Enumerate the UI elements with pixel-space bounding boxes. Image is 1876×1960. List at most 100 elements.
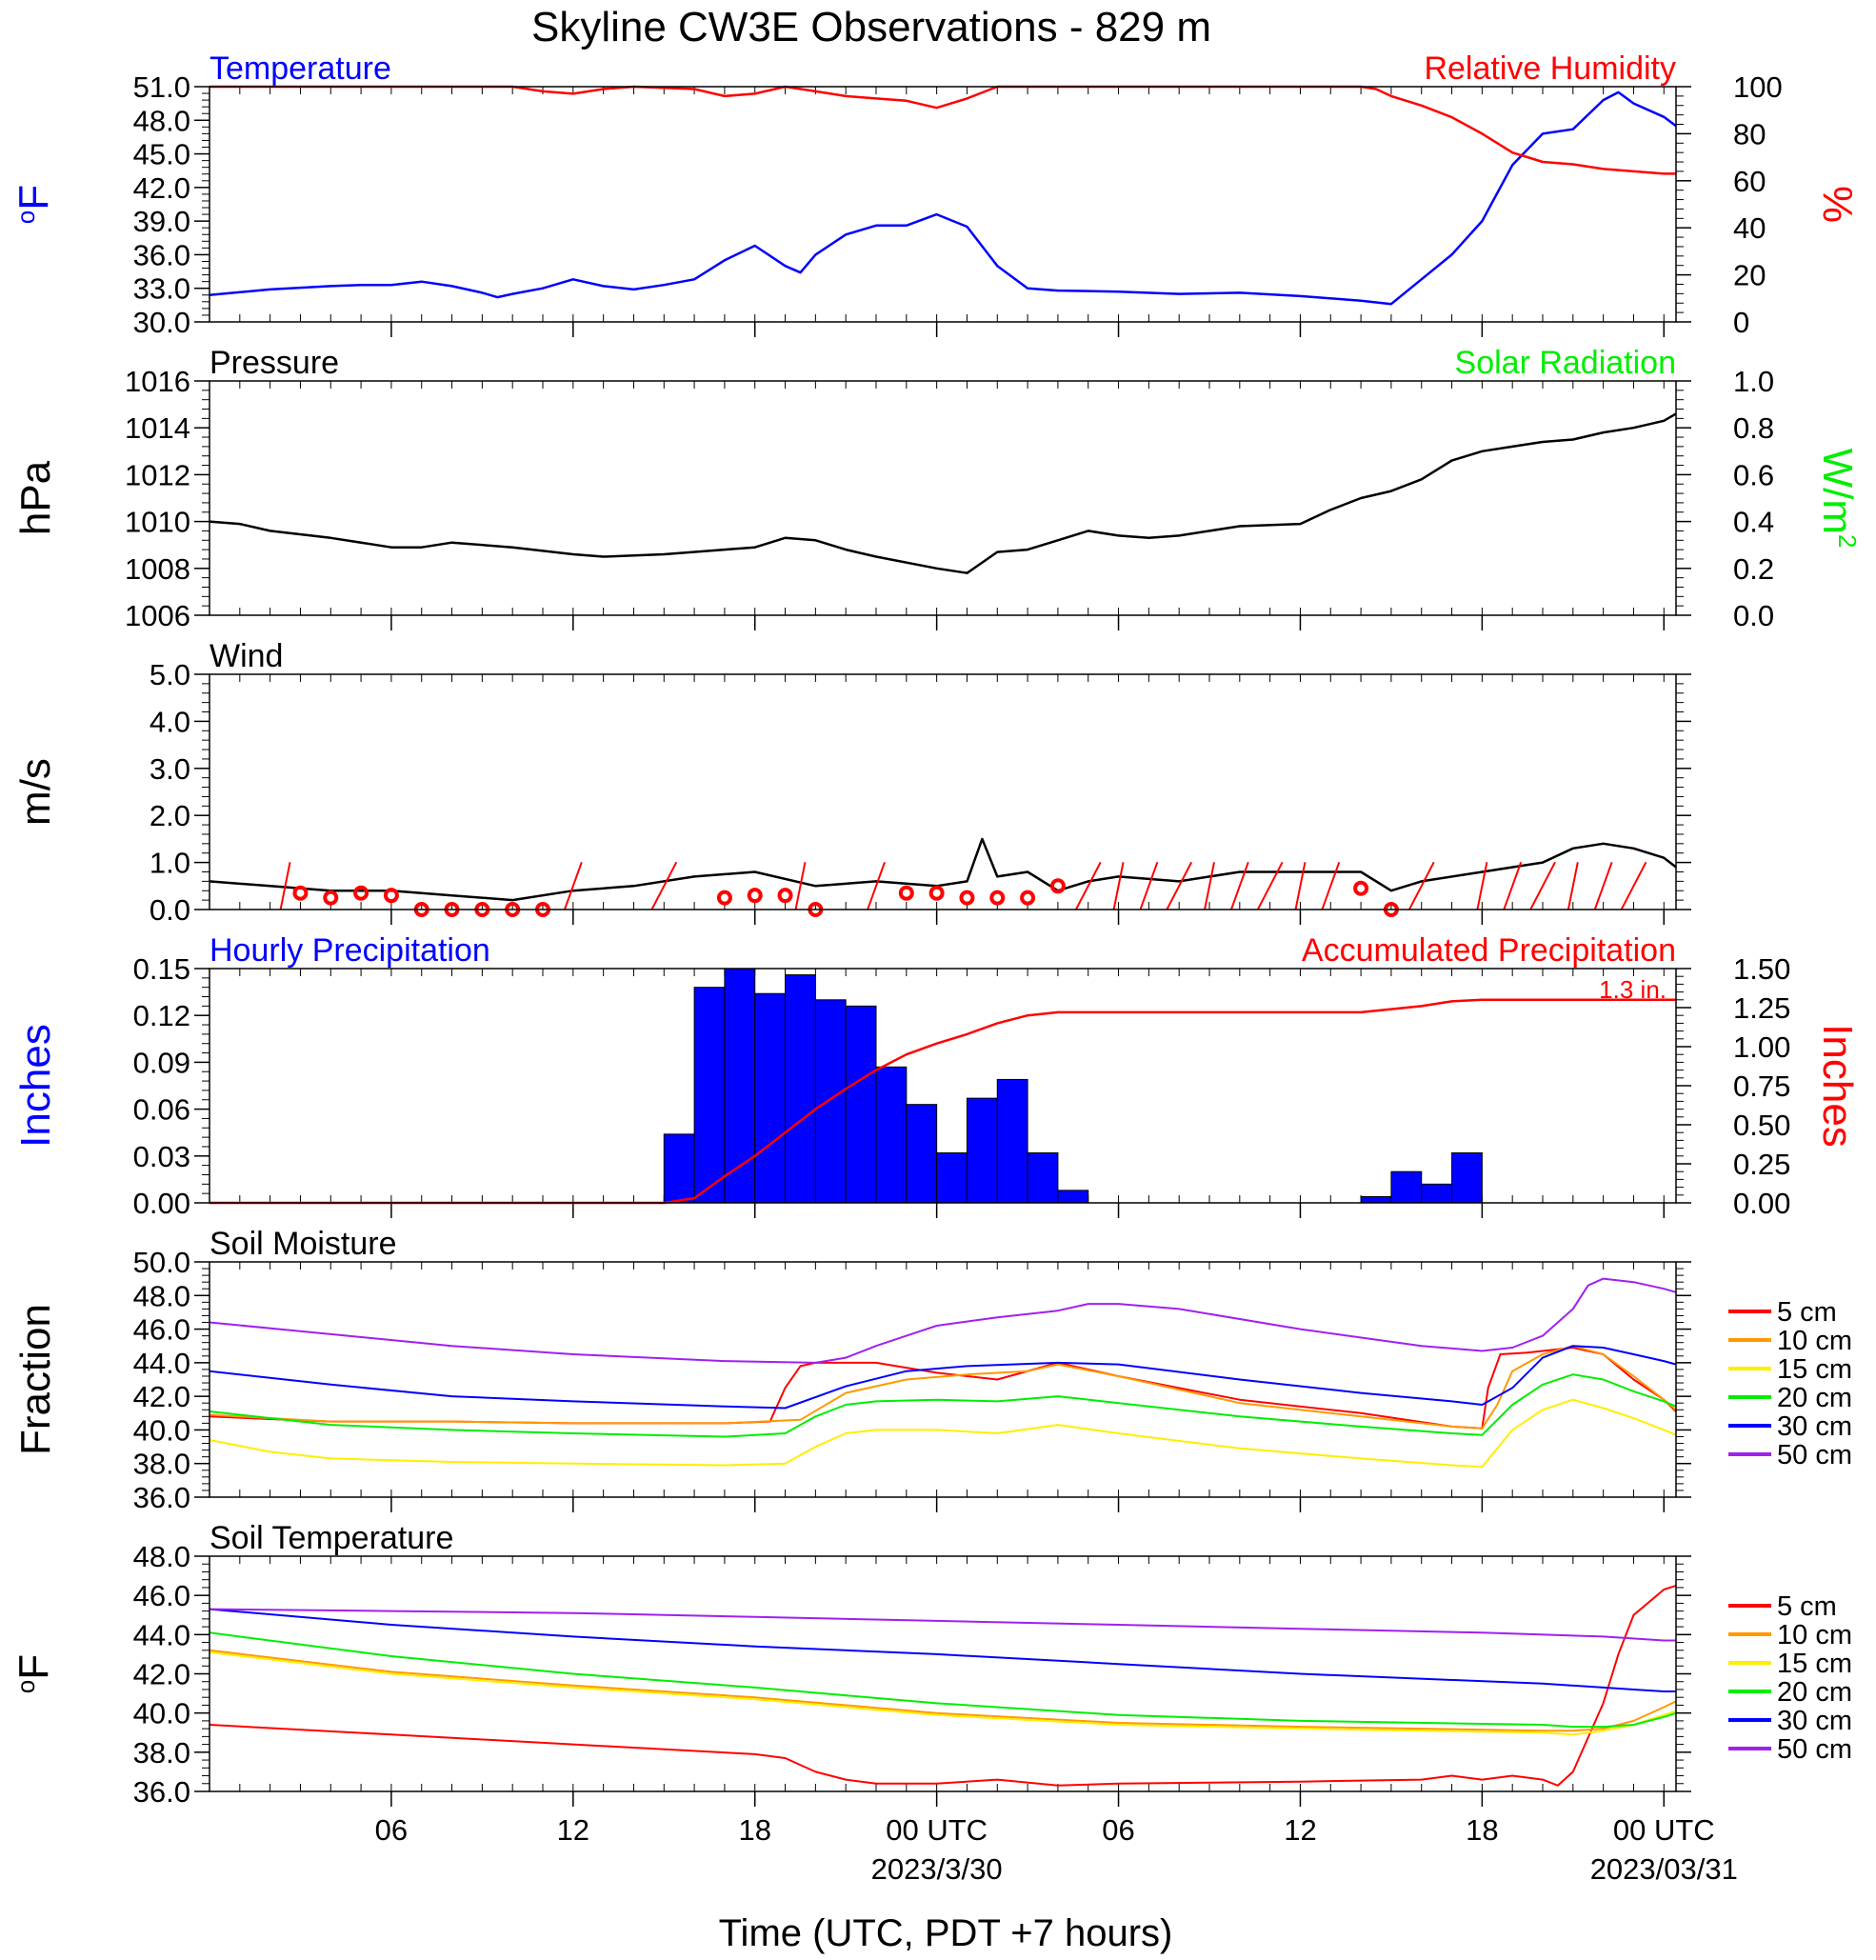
- wind-calm-marker: [1020, 890, 1036, 906]
- wind-barb: [1294, 862, 1307, 910]
- legend-label: 30 cm: [1777, 1706, 1852, 1736]
- wind-calm-marker: [323, 890, 339, 906]
- series-line-wind-wind: [209, 837, 1677, 902]
- y-axis-label-left: oF: [10, 1654, 57, 1693]
- panel-frame: [209, 673, 1677, 910]
- y-tick-label-left: 1012: [125, 458, 190, 491]
- panel-title-right: Relative Humidity: [1424, 50, 1676, 87]
- wind-barb: [1112, 862, 1125, 910]
- wind-barb: [1529, 861, 1556, 910]
- series-line-soil-moisture-30-cm: [209, 1345, 1677, 1410]
- legend-label: 15 cm: [1777, 1354, 1852, 1385]
- y-tick-label-left: 0.03: [133, 1140, 190, 1173]
- y-axis-label-left: Inches: [12, 1024, 59, 1148]
- series-line-soil-moisture-50-cm: [209, 1277, 1677, 1364]
- unit-superscript: 2: [1833, 534, 1862, 548]
- y-tick-label-right: 0.6: [1733, 458, 1774, 491]
- y-tick-label-right: 0.00: [1733, 1187, 1790, 1220]
- y-tick-label-left: 1016: [125, 365, 190, 398]
- y-tick-label-right: 0.4: [1733, 506, 1774, 539]
- y-tick-label-left: 48.0: [133, 1540, 190, 1573]
- precip-bar: [693, 987, 726, 1204]
- y-tick-label-left: 48.0: [133, 1279, 190, 1312]
- wind-barb: [1229, 861, 1249, 910]
- y-tick-label-left: 2.0: [150, 799, 190, 832]
- precip-bar: [906, 1104, 938, 1204]
- y-axis-label-right: Inches: [1814, 1024, 1861, 1148]
- y-tick-label-left: 1014: [125, 411, 190, 445]
- x-tick-label: 06: [375, 1813, 408, 1847]
- y-axis-label-left: hPa: [12, 460, 59, 535]
- y-tick-label-left: 42.0: [133, 1658, 190, 1691]
- panel-precip: 0.15 0.12 0.09 0.06 0.03 0.00 1.50 1.25 1.00 0.75…: [12, 932, 1861, 1220]
- y-tick-label-right: 1.50: [1733, 952, 1790, 986]
- y-tick-label-left: 50.0: [133, 1246, 190, 1279]
- y-tick-label-right: 80: [1733, 117, 1766, 150]
- y-tick-label-left: 38.0: [133, 1736, 190, 1770]
- series-line-soil-temp-10-cm: [209, 1649, 1677, 1732]
- precip-bar: [1451, 1152, 1483, 1204]
- legend-label: 30 cm: [1777, 1411, 1852, 1442]
- series-line-pressure-pressure: [209, 412, 1677, 574]
- y-tick-label-left: 38.0: [133, 1448, 190, 1481]
- wind-calm-marker: [747, 888, 763, 904]
- y-tick-label-left: 45.0: [133, 138, 190, 171]
- y-tick-label-right: 0: [1733, 306, 1749, 339]
- y-tick-label-left: 0.12: [133, 999, 190, 1032]
- x-tick-label: 18: [1466, 1813, 1498, 1847]
- y-axis-label-left: m/s: [12, 758, 59, 826]
- precip-bar: [724, 968, 756, 1204]
- y-axis-label-right: W/m2: [1814, 449, 1862, 549]
- precip-bar: [785, 974, 816, 1204]
- precip-bar: [663, 1133, 695, 1204]
- y-tick-label-left: 1.0: [150, 847, 190, 880]
- y-tick-label-left: 1010: [125, 506, 190, 539]
- y-tick-label-left: 36.0: [133, 238, 190, 271]
- x-tick-label: 06: [1102, 1813, 1134, 1847]
- panel-soil-temp: 48.0 46.0 44.0 42.0 40.0 38.0 36.0 Soil Tempera…: [10, 1520, 1852, 1809]
- wind-barb: [650, 861, 678, 910]
- wind-barb: [563, 861, 583, 910]
- wind-calm-marker: [928, 885, 945, 901]
- x-axis-label: Time (UTC, PDT +7 hours): [719, 1912, 1173, 1954]
- precip-bar: [966, 1097, 998, 1204]
- panel-title-left: Soil Moisture: [210, 1226, 397, 1262]
- y-tick-label-left: 48.0: [133, 104, 190, 137]
- precip-bar: [1027, 1152, 1059, 1204]
- wind-barb: [1074, 861, 1102, 910]
- precip-bar: [1057, 1190, 1089, 1204]
- legend-label: 10 cm: [1777, 1620, 1852, 1650]
- panel-title-left: Hourly Precipitation: [210, 932, 490, 969]
- panel-title-left: Soil Temperature: [210, 1520, 453, 1556]
- y-axis-label-left: Fraction: [12, 1304, 59, 1455]
- y-tick-label-right: 40: [1733, 211, 1766, 245]
- y-tick-label-left: 36.0: [133, 1775, 190, 1809]
- wind-calm-marker: [989, 890, 1006, 906]
- panel-title-right: Solar Radiation: [1455, 345, 1676, 381]
- wind-barb: [1503, 861, 1523, 910]
- legend-label: 50 cm: [1777, 1734, 1852, 1765]
- y-tick-label-left: 0.06: [133, 1093, 190, 1127]
- y-tick-label-left: 42.0: [133, 1380, 190, 1413]
- series-line-precip-accumulated-precipitation: [210, 998, 1676, 1205]
- precip-bar: [845, 1005, 877, 1204]
- wind-barb: [1620, 861, 1647, 910]
- y-tick-label-right: 20: [1733, 259, 1766, 292]
- y-tick-label-left: 44.0: [133, 1618, 190, 1651]
- y-tick-label-left: 51.0: [133, 70, 190, 104]
- x-date-label: 2023/03/31: [1590, 1852, 1738, 1886]
- x-tick-label: 00 UTC: [886, 1813, 988, 1847]
- y-tick-label-left: 4.0: [150, 705, 190, 738]
- y-tick-label-right: 0.50: [1733, 1109, 1790, 1142]
- wind-calm-marker: [777, 888, 793, 904]
- x-tick-label: 18: [738, 1813, 770, 1847]
- y-tick-label-left: 40.0: [133, 1697, 190, 1730]
- series-line-soil-temp-20-cm: [209, 1631, 1677, 1729]
- wind-barb: [1593, 861, 1613, 910]
- panel-wind: 5.0 4.0 3.0 2.0 1.0 0.0 Wind m/s: [12, 638, 1691, 927]
- precip-bar: [936, 1152, 968, 1204]
- y-tick-label-right: 0.25: [1733, 1148, 1790, 1181]
- wind-barb: [1476, 862, 1488, 910]
